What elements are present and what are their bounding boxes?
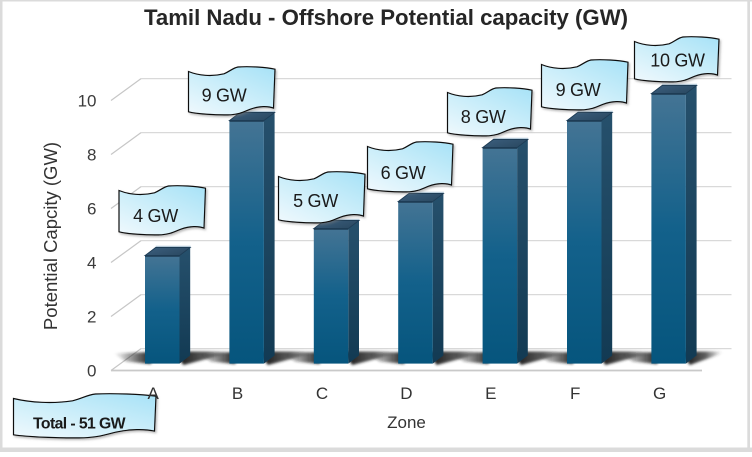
svg-text:8 GW: 8 GW	[461, 107, 506, 127]
svg-text:10: 10	[78, 92, 97, 111]
svg-text:2: 2	[87, 308, 96, 327]
svg-text:E: E	[485, 384, 496, 403]
svg-text:B: B	[232, 384, 243, 403]
svg-text:9 GW: 9 GW	[556, 80, 601, 100]
svg-text:0: 0	[87, 362, 96, 381]
svg-text:C: C	[316, 384, 328, 403]
svg-text:Zone: Zone	[387, 413, 426, 432]
svg-text:4 GW: 4 GW	[133, 206, 178, 226]
svg-text:Potential Capcity (GW): Potential Capcity (GW)	[40, 142, 61, 330]
svg-text:D: D	[400, 384, 412, 403]
svg-text:10 GW: 10 GW	[650, 50, 705, 70]
svg-text:5 GW: 5 GW	[293, 191, 338, 211]
svg-text:F: F	[570, 384, 580, 403]
svg-text:6 GW: 6 GW	[381, 163, 426, 183]
svg-text:Tamil Nadu - Offshore Potentia: Tamil Nadu - Offshore Potential capacity…	[144, 5, 628, 30]
svg-text:G: G	[653, 384, 666, 403]
svg-text:A: A	[148, 384, 160, 403]
svg-text:4: 4	[87, 254, 96, 273]
svg-text:9 GW: 9 GW	[202, 85, 247, 105]
svg-text:6: 6	[87, 200, 96, 219]
svg-text:8: 8	[87, 146, 96, 165]
svg-text:Total - 51 GW: Total - 51 GW	[33, 415, 126, 432]
